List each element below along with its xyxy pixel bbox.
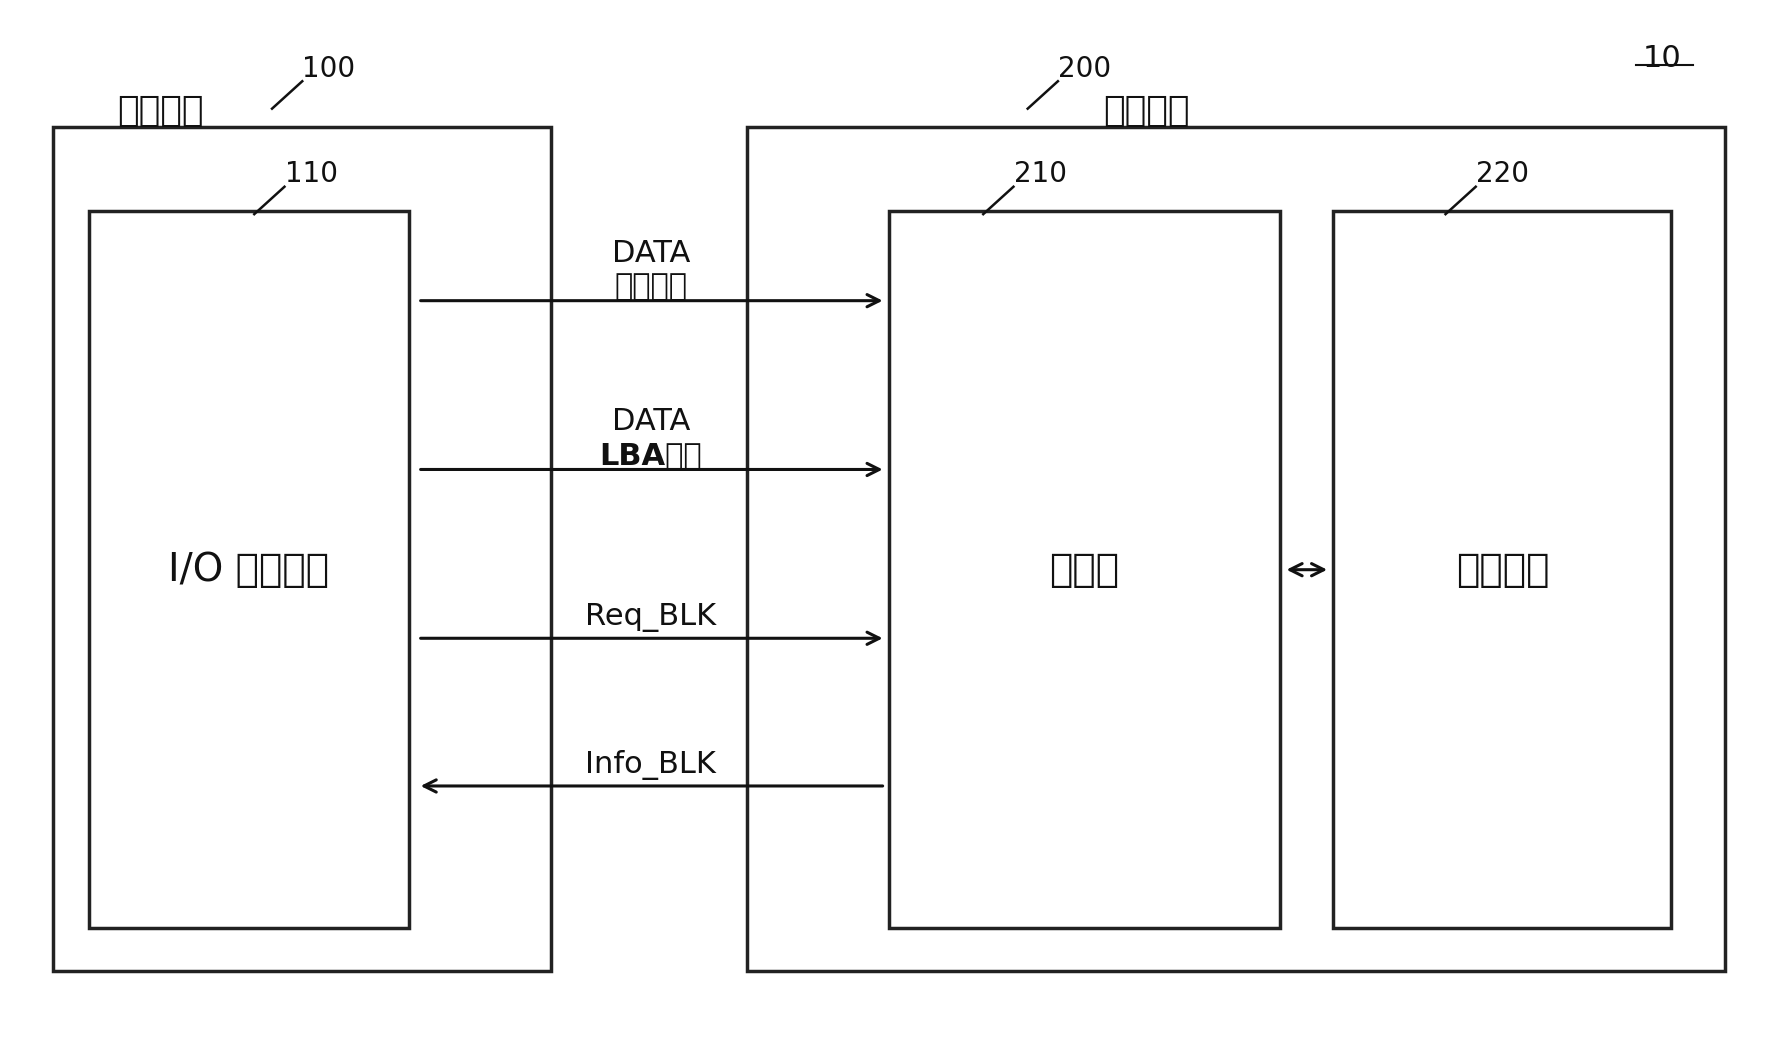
Text: 100: 100 [302,55,356,82]
Text: 存储装置: 存储装置 [1456,551,1549,589]
Text: DATA: DATA [612,407,690,437]
Text: 110: 110 [284,160,338,188]
Text: 200: 200 [1058,55,1111,82]
Text: Info_BLK: Info_BLK [585,750,717,780]
Text: 控制器: 控制器 [1049,551,1120,589]
Text: 主机系统: 主机系统 [117,94,203,128]
Text: 加密信息: 加密信息 [613,272,688,302]
FancyBboxPatch shape [53,127,551,971]
Text: 210: 210 [1013,160,1067,188]
FancyBboxPatch shape [1334,211,1671,928]
Text: 10: 10 [1643,43,1682,73]
FancyBboxPatch shape [89,211,409,928]
Text: Req_BLK: Req_BLK [585,602,717,632]
Text: LBA信息: LBA信息 [599,441,702,471]
Text: DATA: DATA [612,238,690,268]
FancyBboxPatch shape [747,127,1725,971]
Text: I/O 修整模块: I/O 修整模块 [169,551,329,589]
Text: 220: 220 [1476,160,1529,188]
Text: 存储系统: 存储系统 [1104,94,1189,128]
FancyBboxPatch shape [889,211,1280,928]
